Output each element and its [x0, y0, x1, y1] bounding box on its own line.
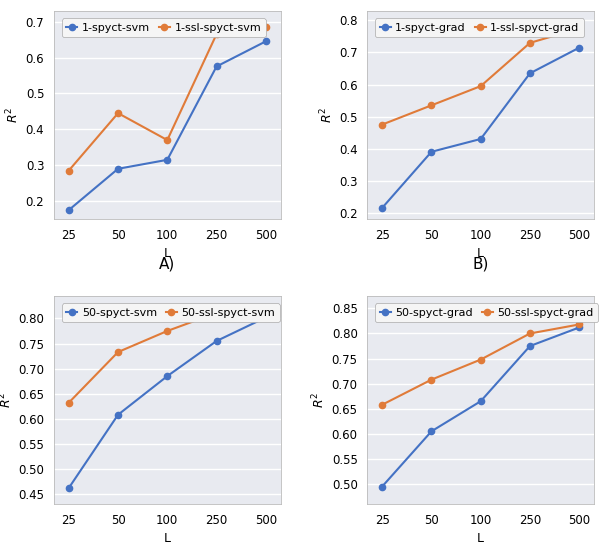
1-ssl-spyct-grad	[526, 40, 533, 46]
1-spyct-svm	[164, 157, 171, 163]
Text: B): B)	[473, 256, 489, 272]
Line: 50-spyct-svm: 50-spyct-svm	[65, 314, 269, 491]
50-spyct-grad	[526, 343, 533, 349]
1-ssl-spyct-svm	[164, 137, 171, 143]
X-axis label: L: L	[164, 532, 171, 542]
50-spyct-grad	[477, 398, 484, 404]
50-ssl-spyct-grad	[428, 376, 435, 383]
1-ssl-spyct-svm	[115, 110, 122, 117]
1-spyct-grad	[526, 70, 533, 76]
50-spyct-grad	[428, 428, 435, 435]
Y-axis label: $R^2$: $R^2$	[0, 392, 14, 408]
X-axis label: L: L	[477, 247, 484, 260]
50-spyct-svm	[262, 314, 269, 321]
1-spyct-svm	[262, 38, 269, 44]
1-spyct-grad	[379, 204, 386, 211]
Legend: 1-spyct-grad, 1-ssl-spyct-grad: 1-spyct-grad, 1-ssl-spyct-grad	[375, 18, 584, 37]
Y-axis label: $R^2$: $R^2$	[311, 392, 328, 408]
50-ssl-spyct-svm	[262, 306, 269, 313]
Line: 1-ssl-spyct-svm: 1-ssl-spyct-svm	[65, 24, 269, 174]
Line: 1-ssl-spyct-grad: 1-ssl-spyct-grad	[379, 25, 583, 128]
1-spyct-svm	[115, 165, 122, 172]
1-ssl-spyct-svm	[262, 24, 269, 30]
Line: 50-ssl-spyct-svm: 50-ssl-spyct-svm	[65, 306, 269, 406]
Line: 50-spyct-grad: 50-spyct-grad	[379, 324, 583, 489]
Legend: 50-spyct-svm, 50-ssl-spyct-svm: 50-spyct-svm, 50-ssl-spyct-svm	[62, 304, 280, 322]
50-spyct-svm	[164, 373, 171, 379]
50-ssl-spyct-grad	[526, 330, 533, 337]
X-axis label: L: L	[477, 532, 484, 542]
1-ssl-spyct-grad	[379, 121, 386, 128]
Y-axis label: $R^2$: $R^2$	[5, 107, 22, 123]
50-spyct-grad	[575, 324, 583, 331]
1-spyct-svm	[65, 207, 73, 214]
Line: 50-ssl-spyct-grad: 50-ssl-spyct-grad	[379, 321, 583, 408]
1-ssl-spyct-svm	[213, 31, 220, 37]
1-spyct-svm	[213, 63, 220, 70]
1-ssl-spyct-svm	[65, 167, 73, 174]
1-ssl-spyct-grad	[477, 83, 484, 89]
50-spyct-grad	[379, 483, 386, 490]
1-spyct-grad	[575, 44, 583, 51]
50-spyct-svm	[115, 411, 122, 418]
X-axis label: L: L	[164, 247, 171, 260]
50-ssl-spyct-grad	[477, 356, 484, 363]
Text: A): A)	[159, 256, 175, 272]
Legend: 50-spyct-grad, 50-ssl-spyct-grad: 50-spyct-grad, 50-ssl-spyct-grad	[375, 304, 598, 322]
Line: 1-spyct-svm: 1-spyct-svm	[65, 38, 269, 213]
50-ssl-spyct-svm	[115, 349, 122, 356]
1-spyct-grad	[477, 136, 484, 142]
50-ssl-spyct-svm	[65, 399, 73, 406]
50-ssl-spyct-grad	[379, 402, 386, 408]
50-spyct-svm	[213, 338, 220, 344]
1-spyct-grad	[428, 149, 435, 155]
50-spyct-svm	[65, 485, 73, 491]
50-ssl-spyct-grad	[575, 321, 583, 328]
50-ssl-spyct-svm	[164, 328, 171, 334]
50-ssl-spyct-svm	[213, 309, 220, 316]
1-ssl-spyct-grad	[575, 25, 583, 32]
Y-axis label: $R^2$: $R^2$	[319, 107, 335, 123]
Legend: 1-spyct-svm, 1-ssl-spyct-svm: 1-spyct-svm, 1-ssl-spyct-svm	[62, 18, 266, 37]
Line: 1-spyct-grad: 1-spyct-grad	[379, 44, 583, 211]
1-ssl-spyct-grad	[428, 102, 435, 108]
